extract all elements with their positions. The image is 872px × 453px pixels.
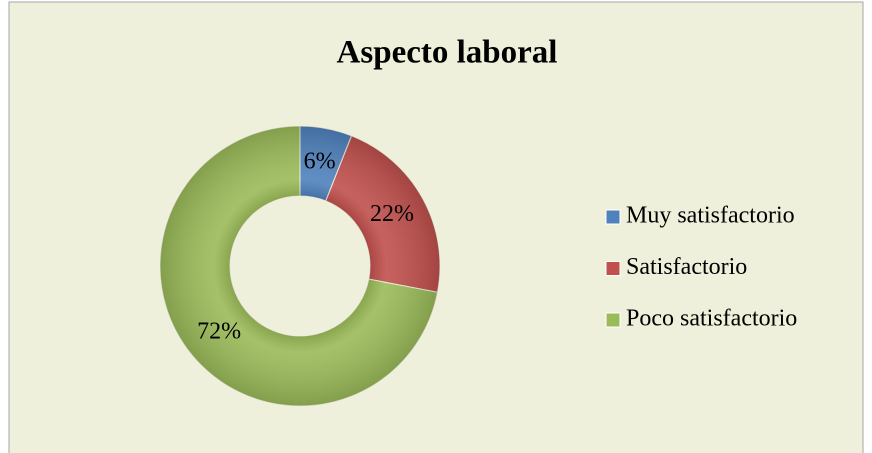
legend-swatch	[605, 209, 621, 225]
data-label: 72%	[197, 318, 241, 344]
chart-title: Aspecto laboral	[337, 35, 558, 71]
legend-swatch	[605, 312, 621, 328]
legend-swatch	[605, 261, 621, 276]
legend-label: Muy satisfactorio	[626, 203, 795, 229]
legend-label: Satisfactorio	[626, 254, 747, 280]
legend-label: Poco satisfactorio	[626, 306, 797, 332]
data-label: 6%	[304, 148, 336, 174]
data-label: 22%	[370, 201, 414, 227]
